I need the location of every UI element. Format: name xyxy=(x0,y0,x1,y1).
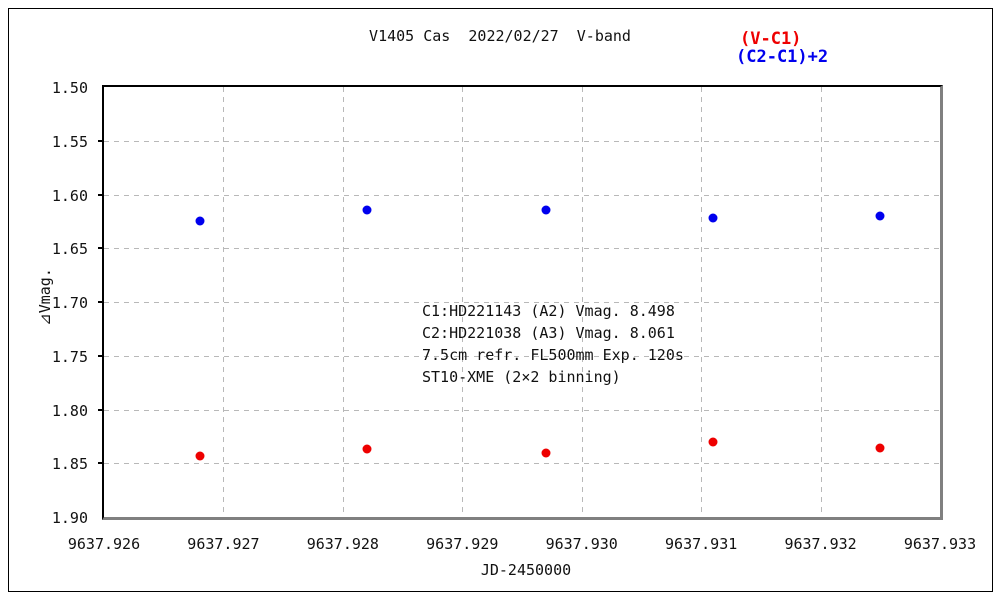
data-point-series-0 xyxy=(541,448,551,457)
y-axis-tick xyxy=(98,139,104,142)
gridline-horizontal xyxy=(104,355,940,357)
data-point-series-0 xyxy=(362,444,372,454)
y-axis-tick xyxy=(98,408,104,411)
x-tick-label: 9637.930 xyxy=(545,535,618,553)
x-tick-label: 9637.933 xyxy=(903,535,977,553)
gridline-horizontal xyxy=(104,409,940,411)
y-axis-tick xyxy=(98,247,104,250)
legend-entry-v-c1: (V-C1) xyxy=(740,29,802,49)
y-axis-tick xyxy=(98,193,104,196)
data-point-series-1 xyxy=(195,216,205,226)
gridline-horizontal xyxy=(104,194,940,196)
annotation-block: C1:HD221143 (A2) Vmag. 8.498 C2:HD221038… xyxy=(422,300,684,388)
y-tick-label: 1.70 xyxy=(51,294,88,312)
y-axis-tick xyxy=(98,354,104,357)
data-point-series-0 xyxy=(875,443,885,453)
x-axis-label: JD-2450000 xyxy=(480,561,572,579)
y-tick-label: 1.75 xyxy=(51,347,88,366)
data-point-series-1 xyxy=(708,213,718,223)
x-tick-label: 9637.932 xyxy=(784,535,857,553)
gridline-horizontal xyxy=(104,463,940,465)
gridline-horizontal xyxy=(104,248,940,250)
data-point-series-0 xyxy=(195,451,205,461)
y-tick-label: 1.65 xyxy=(51,240,88,259)
data-point-series-1 xyxy=(875,211,885,221)
x-tick-label: 9637.929 xyxy=(426,535,499,553)
data-point-series-0 xyxy=(708,437,718,447)
annotation-line-instrument: 7.5cm refr. FL500mm Exp. 120s xyxy=(422,346,684,364)
y-axis-tick xyxy=(98,462,104,465)
x-tick-label: 9637.926 xyxy=(67,535,141,553)
x-tick-label: 9637.928 xyxy=(306,535,379,553)
chart-outer-border xyxy=(8,8,993,592)
y-tick-label: 1.60 xyxy=(51,186,88,205)
annotation-line-camera: ST10-XME (2×2 binning) xyxy=(422,368,621,386)
y-tick-label: 1.50 xyxy=(51,79,88,97)
x-tick-label: 9637.927 xyxy=(187,535,260,553)
annotation-line-c2: C2:HD221038 (A3) Vmag. 8.061 xyxy=(422,324,675,342)
chart-title: V1405 Cas 2022/02/27 V-band xyxy=(369,27,631,45)
y-tick-label: 1.90 xyxy=(51,509,88,527)
y-tick-label: 1.55 xyxy=(51,132,88,151)
data-point-series-1 xyxy=(362,205,372,215)
y-tick-label: 1.85 xyxy=(51,455,88,474)
annotation-line-c1: C1:HD221143 (A2) Vmag. 8.498 xyxy=(422,302,675,320)
gridline-horizontal xyxy=(104,140,940,142)
x-tick-label: 9637.931 xyxy=(665,535,738,553)
gridline-horizontal xyxy=(104,302,940,303)
y-tick-label: 1.80 xyxy=(51,401,88,420)
data-point-series-1 xyxy=(541,205,551,215)
legend-entry-c2-c1: (C2-C1)+2 xyxy=(736,47,829,67)
y-axis-tick xyxy=(98,301,104,303)
